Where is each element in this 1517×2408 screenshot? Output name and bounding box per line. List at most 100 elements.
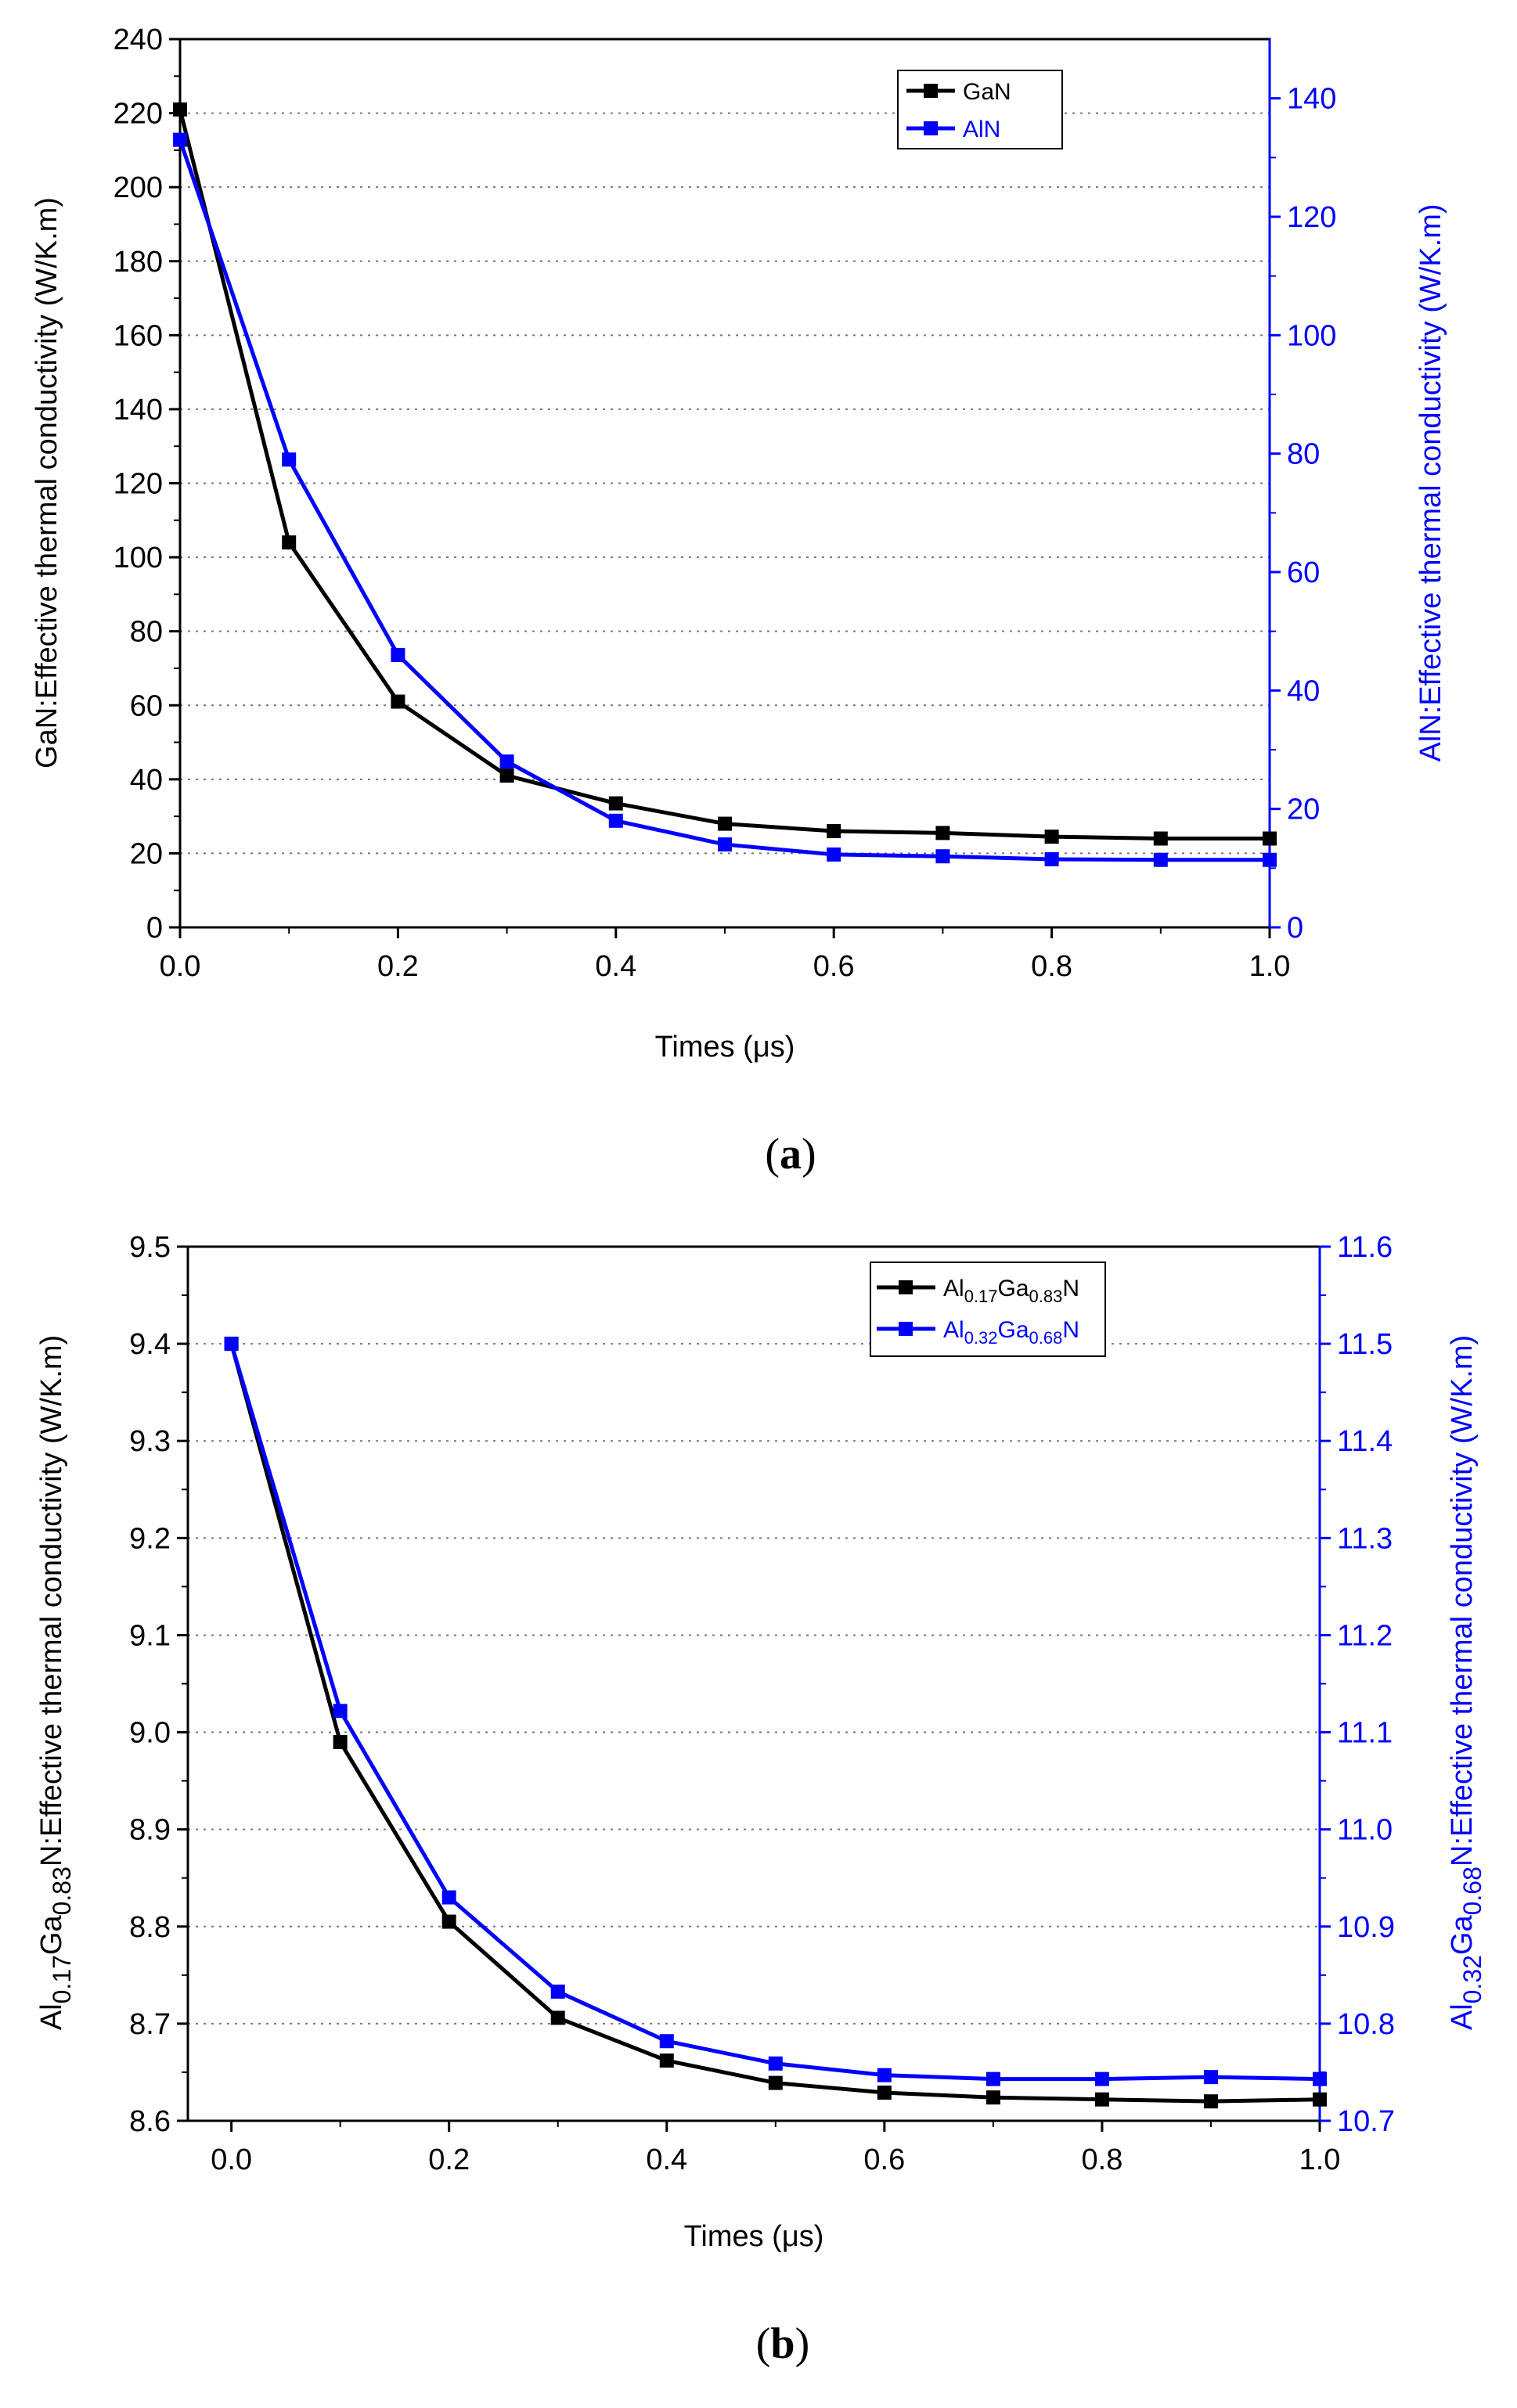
y-right-tick-label: 10.9 bbox=[1337, 1911, 1395, 1944]
y-right-tick-label: 10.7 bbox=[1337, 2105, 1395, 2138]
data-point bbox=[986, 2090, 1000, 2105]
data-point bbox=[827, 847, 841, 862]
y-left-tick-label: 120 bbox=[114, 468, 163, 501]
data-point bbox=[1263, 831, 1277, 846]
data-point bbox=[935, 826, 950, 840]
y-left-tick-label: 8.8 bbox=[129, 1911, 171, 1944]
legend-marker-al017 bbox=[899, 1280, 913, 1294]
data-point bbox=[877, 2068, 892, 2082]
data-point bbox=[173, 102, 187, 117]
y-left-tick-label: 100 bbox=[114, 542, 163, 574]
data-point bbox=[333, 1704, 348, 1719]
data-point bbox=[441, 1914, 456, 1929]
y-right-axis-ticks: 0 20 40 60 80 100 120 140 bbox=[1270, 83, 1336, 945]
y-left-tick-label: 20 bbox=[130, 837, 163, 870]
chart-a: 0.0 0.2 0.4 0.6 0.8 1.0 0 20 40 60 80 100 120 140 160… bbox=[31, 23, 1447, 1179]
x-tick-label: 0.0 bbox=[160, 950, 201, 983]
y-right-tick-label: 11.3 bbox=[1337, 1522, 1393, 1555]
y-left-axis-label: GaN:Effective thermal conductivity (W/K.… bbox=[31, 197, 63, 768]
y-right-tick-label: 60 bbox=[1287, 556, 1320, 589]
legend-label-gan: GaN bbox=[963, 79, 1011, 105]
data-point bbox=[768, 2056, 783, 2071]
y-right-tick-label: 120 bbox=[1287, 201, 1336, 234]
y-right-axis-label: AlN:Effective thermal conductivity (W/K.… bbox=[1414, 203, 1447, 761]
y-right-tick-label: 11.2 bbox=[1337, 1619, 1393, 1652]
x-tick-label: 0.2 bbox=[428, 2143, 470, 2176]
y-left-tick-label: 140 bbox=[114, 394, 163, 427]
data-point bbox=[1044, 851, 1059, 866]
data-point bbox=[391, 647, 405, 662]
y-right-tick-label: 10.8 bbox=[1337, 2008, 1395, 2041]
legend: Al0.17Ga0.83N Al0.32Ga0.68N bbox=[870, 1262, 1106, 1357]
data-point bbox=[659, 2034, 674, 2049]
x-tick-label: 0.4 bbox=[646, 2143, 687, 2176]
y-left-tick-label: 9.3 bbox=[129, 1425, 171, 1458]
legend-marker-aln bbox=[924, 121, 938, 135]
y-right-tick-label: 0 bbox=[1287, 912, 1303, 945]
y-left-tick-label: 8.9 bbox=[129, 1814, 171, 1847]
chart-b: 0.0 0.2 0.4 0.6 0.8 1.0 8.6 8.7 8.8 8.9 9.0 9.1 9.2… bbox=[35, 1231, 1486, 2368]
y-left-tick-label: 60 bbox=[130, 689, 163, 722]
x-tick-label: 0.6 bbox=[863, 2143, 905, 2176]
x-tick-label: 1.0 bbox=[1299, 2143, 1341, 2176]
series-layer bbox=[173, 102, 1277, 867]
y-left-tick-label: 80 bbox=[130, 616, 163, 649]
legend-label-aln: AlN bbox=[963, 117, 1000, 142]
data-point bbox=[659, 2053, 674, 2068]
data-point bbox=[550, 2010, 565, 2025]
data-point bbox=[1094, 2071, 1109, 2086]
data-point bbox=[768, 2075, 783, 2090]
y-left-tick-label: 9.5 bbox=[129, 1231, 171, 1264]
data-point bbox=[224, 1337, 239, 1352]
data-point bbox=[282, 452, 297, 467]
data-point bbox=[718, 816, 732, 831]
series-line-2 bbox=[229, 1343, 1321, 2082]
series-line-1 bbox=[229, 1343, 1321, 2104]
y-right-tick-label: 11.6 bbox=[1337, 1231, 1393, 1264]
y-left-tick-label: 0 bbox=[146, 912, 163, 945]
series-layer bbox=[224, 1337, 1327, 2109]
panel-label-a: (a) bbox=[765, 1130, 816, 1179]
data-point bbox=[1094, 2092, 1109, 2107]
data-point bbox=[718, 837, 732, 852]
y-right-tick-label: 40 bbox=[1287, 675, 1320, 707]
y-right-tick-label: 11.0 bbox=[1337, 1814, 1393, 1847]
data-point bbox=[935, 849, 950, 864]
series-line-2 bbox=[178, 139, 1270, 862]
data-point bbox=[1263, 852, 1277, 867]
y-left-tick-label: 9.1 bbox=[129, 1619, 171, 1652]
grid-lines bbox=[180, 38, 1270, 855]
data-point bbox=[1313, 2071, 1327, 2086]
legend-marker-gan bbox=[924, 84, 938, 98]
data-point bbox=[986, 2071, 1000, 2086]
panel-label-b: (b) bbox=[756, 2320, 809, 2368]
data-point bbox=[333, 1734, 348, 1749]
data-point bbox=[499, 754, 514, 769]
legend-marker-al032 bbox=[899, 1322, 913, 1336]
data-point bbox=[1153, 852, 1168, 867]
data-point bbox=[550, 1984, 565, 1999]
y-right-tick-label: 11.4 bbox=[1337, 1425, 1393, 1458]
data-point bbox=[1313, 2092, 1327, 2107]
y-right-tick-label: 20 bbox=[1287, 794, 1320, 826]
y-left-tick-label: 220 bbox=[114, 98, 163, 131]
y-left-tick-label: 160 bbox=[114, 319, 163, 352]
y-left-tick-label: 9.2 bbox=[129, 1522, 171, 1555]
x-axis-label: Times (μs) bbox=[655, 1031, 795, 1064]
data-point bbox=[499, 768, 514, 783]
x-tick-label: 0.8 bbox=[1082, 2143, 1123, 2176]
data-point bbox=[608, 813, 623, 828]
data-point bbox=[608, 796, 623, 811]
x-tick-label: 1.0 bbox=[1249, 950, 1291, 983]
x-tick-label: 0.0 bbox=[211, 2143, 252, 2176]
plot-frame bbox=[186, 1245, 1321, 2122]
y-left-tick-label: 9.0 bbox=[129, 1717, 171, 1750]
y-left-tick-label: 200 bbox=[114, 171, 163, 204]
y-right-tick-label: 11.1 bbox=[1337, 1717, 1393, 1750]
x-tick-label: 0.6 bbox=[813, 950, 855, 983]
x-axis-label: Times (μs) bbox=[684, 2220, 824, 2253]
series-line-1 bbox=[178, 109, 1270, 840]
y-right-tick-label: 11.5 bbox=[1337, 1328, 1393, 1361]
y-left-tick-label: 240 bbox=[114, 23, 163, 56]
